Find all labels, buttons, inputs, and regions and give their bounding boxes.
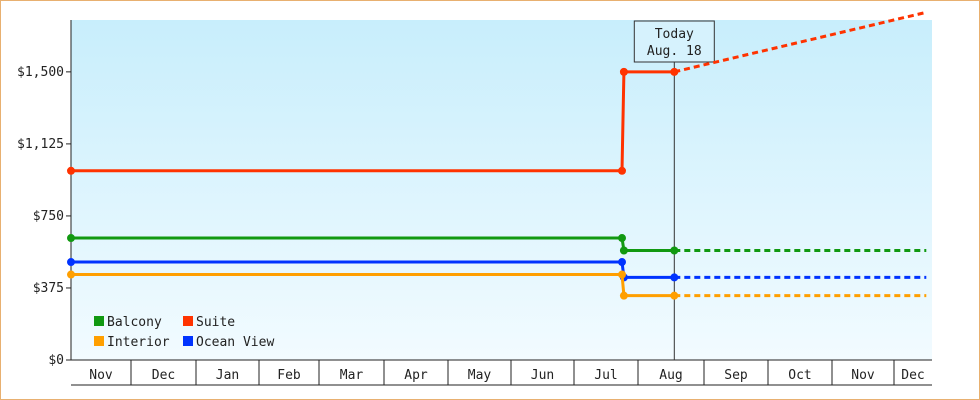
legend-label: Suite — [196, 315, 235, 330]
data-point — [67, 270, 75, 279]
data-point — [670, 67, 679, 76]
legend-swatch — [183, 316, 193, 326]
data-point — [618, 234, 626, 243]
data-point — [619, 246, 628, 255]
series-forecast-suite — [673, 10, 927, 74]
legend-label: Balcony — [107, 315, 162, 330]
today-box — [633, 20, 715, 63]
plot-background — [71, 20, 932, 360]
legend-label: Ocean View — [196, 335, 274, 350]
data-point — [619, 291, 628, 300]
data-point — [670, 246, 679, 255]
legend-swatch — [94, 316, 104, 326]
data-point — [670, 291, 679, 300]
month-label: Dec — [152, 368, 175, 383]
month-label: Aug — [659, 368, 682, 383]
y-tick-label: $750 — [33, 209, 64, 224]
month-label: Nov — [89, 368, 113, 383]
y-tick-label: $0 — [48, 353, 64, 368]
series-line-suite — [71, 70, 675, 173]
month-label: Sep — [724, 368, 748, 383]
data-point — [67, 258, 75, 267]
legend-label: Interior — [107, 335, 170, 350]
data-point — [618, 166, 626, 175]
y-tick-label: $1,500 — [17, 65, 64, 80]
month-label: Nov — [851, 368, 875, 383]
today-date: Aug. 18 — [647, 44, 702, 59]
y-tick-label: $1,125 — [17, 137, 64, 152]
legend-swatch — [183, 336, 193, 346]
month-label: Apr — [404, 368, 428, 383]
legend-swatch — [94, 336, 104, 346]
series-line-balcony — [71, 236, 675, 253]
data-point — [67, 234, 75, 243]
data-point — [670, 273, 679, 282]
month-label: Jan — [216, 368, 239, 383]
month-label: Jun — [531, 368, 554, 383]
data-point — [67, 166, 75, 175]
data-point — [618, 258, 626, 267]
month-label: Oct — [788, 368, 811, 383]
today-label: Today — [655, 27, 694, 42]
data-point — [619, 67, 628, 76]
month-label: May — [468, 368, 492, 383]
month-label: Jul — [594, 368, 617, 383]
month-label: Feb — [277, 368, 301, 383]
series-line-interior — [71, 273, 675, 298]
month-label: Mar — [340, 368, 364, 383]
month-label: Dec — [901, 368, 924, 383]
y-tick-label: $375 — [33, 281, 64, 296]
data-point — [618, 270, 626, 279]
series-line-ocean-view — [71, 260, 675, 279]
